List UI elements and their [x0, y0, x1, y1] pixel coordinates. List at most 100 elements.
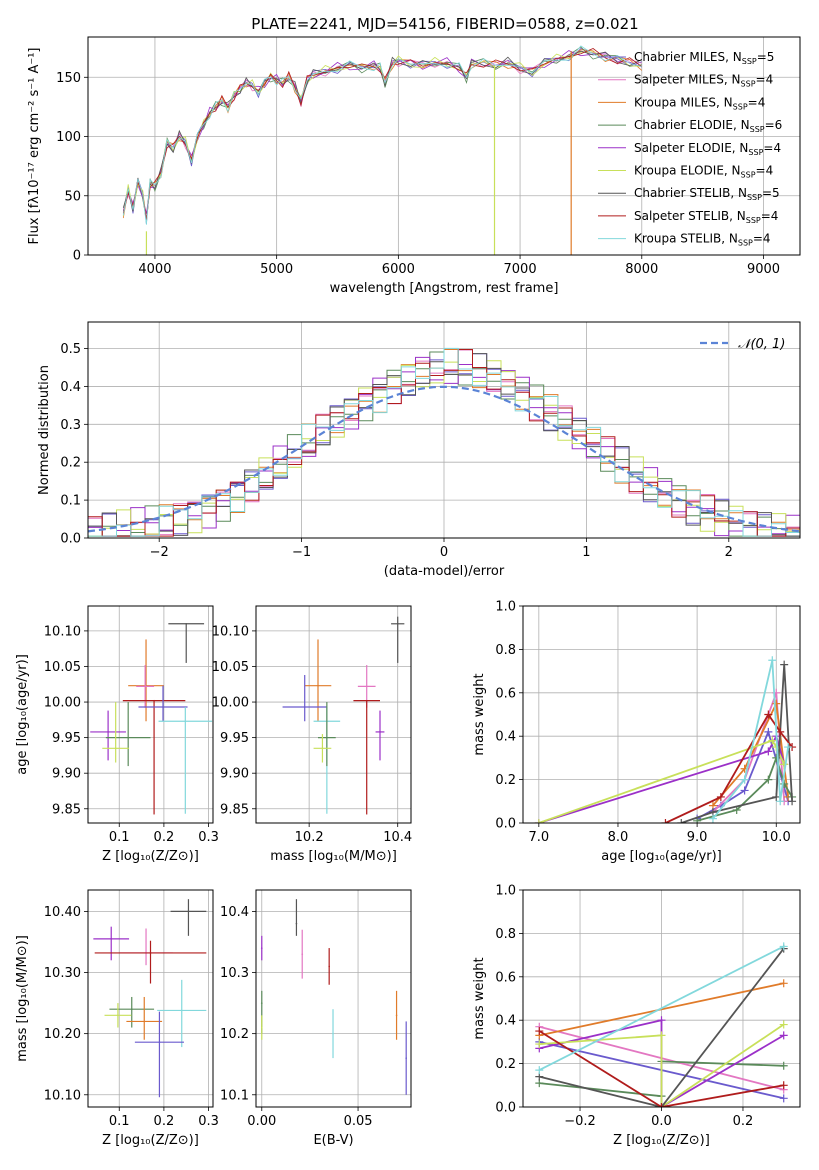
axes-frame: [255, 889, 412, 1108]
x-axis-label: Z [log₁₀(Z/Z⊙)]: [102, 1133, 199, 1148]
x-tick-label: 2: [725, 545, 733, 560]
data-point: [295, 922, 298, 925]
x-tick-label: −1: [292, 545, 311, 560]
series-line-kroupa-stelib: [538, 945, 785, 1071]
x-tick-label: 6000: [382, 262, 415, 277]
x-tick-label: 0.3: [198, 1114, 219, 1129]
y-tick-label: 10.30: [44, 966, 81, 981]
series-marker: [764, 747, 773, 756]
legend-entry: 𝒩(0, 1): [738, 337, 785, 352]
y-axis-label: mass weight: [472, 957, 487, 1039]
x-tick-label: 0.1: [109, 830, 130, 845]
x-axis-label: mass [log₁₀(M/M⊙)]: [270, 849, 397, 864]
series-marker: [677, 819, 686, 823]
data-point: [158, 1041, 161, 1044]
y-axis-label: age [log₁₀(age/yr)]: [15, 654, 30, 775]
x-axis-label: E(B-V): [313, 1133, 353, 1148]
series-marker: [776, 797, 785, 806]
series-marker: [779, 979, 788, 988]
y-axis-label: mass [log₁₀(M/M⊙)]: [15, 935, 30, 1062]
series-line-chabrier-stelib: [539, 948, 785, 1107]
x-tick-label: 9000: [747, 262, 780, 277]
data-point: [379, 731, 381, 733]
axes-frame: [255, 605, 412, 824]
x-tick-label: 9.0: [687, 830, 708, 845]
y-tick-label: 9.85: [52, 802, 81, 817]
y-tick-label: 0.8: [495, 927, 516, 942]
y-tick-label: 10.10: [212, 624, 249, 639]
axes-frame: [87, 36, 801, 256]
data-point: [187, 910, 190, 913]
series-marker: [779, 1094, 788, 1103]
axes-frame: [522, 889, 801, 1108]
y-tick-label: 100: [56, 130, 81, 145]
plot-area-age-vs-mass: [256, 606, 411, 823]
data-point: [127, 736, 129, 739]
x-tick-label: 10.0: [762, 830, 791, 845]
panel-residual-histogram: −2 −1 0 1 2 0.0 0.1 0.2 0.3 0.4 0.5 (data-model)/er…: [37, 321, 801, 579]
data-point: [328, 965, 330, 968]
legend-entry: Kroupa ELODIE, NSSP=4: [634, 164, 773, 180]
y-axis-label: Normed distribution: [37, 365, 52, 495]
x-tick-label: −0.2: [564, 1114, 596, 1129]
series-marker: [535, 1027, 544, 1036]
x-tick-label: 0.3: [198, 830, 219, 845]
series-marker: [780, 760, 789, 769]
series-marker: [657, 1016, 666, 1025]
data-point: [260, 1026, 263, 1029]
data-point: [260, 947, 263, 949]
x-tick-label: 1: [582, 545, 590, 560]
y-axis-label: mass weight: [472, 673, 487, 755]
y-tick-label: 10.00: [212, 696, 249, 711]
axes-frame: [87, 605, 214, 824]
data-point: [185, 622, 188, 625]
panel-mass-vs-EBV: 0.00 0.05 10.1 10.2 10.3 10.4 E(B-V): [220, 889, 412, 1148]
data-point: [326, 736, 328, 739]
figure-title: PLATE=2241, MJD=54156, FIBERID=0588, z=0…: [251, 15, 638, 33]
y-tick-label: 9.95: [220, 731, 249, 746]
series-marker: [784, 743, 793, 752]
series-marker: [788, 797, 797, 806]
x-tick-label: 8.0: [608, 830, 629, 845]
legend-entry: Salpeter ELODIE, NSSP=4: [634, 141, 781, 157]
series-marker: [764, 775, 773, 784]
x-tick-label: 10.2: [295, 830, 324, 845]
plot-area-mass-vs-Z: [88, 890, 213, 1107]
axes-frame: [87, 321, 801, 539]
series-marker: [740, 775, 749, 784]
series-marker: [535, 1040, 544, 1049]
series-marker: [779, 942, 788, 951]
y-tick-label: 0.0: [60, 532, 81, 547]
data-point: [395, 1014, 398, 1017]
x-tick-label: 10.4: [383, 830, 412, 845]
data-point: [149, 952, 152, 954]
y-tick-label: 0.5: [60, 342, 81, 357]
x-tick-label: 0.00: [247, 1114, 276, 1129]
spectrum-chabrier-stelib: [122, 50, 642, 220]
y-tick-label: 0.3: [60, 418, 81, 433]
y-tick-label: 10.05: [212, 660, 249, 675]
x-tick-label: 0.05: [344, 1114, 373, 1129]
spectrum-kroupa-stelib: [122, 45, 642, 225]
x-tick-label: 8000: [625, 262, 658, 277]
series-marker: [716, 792, 725, 801]
y-tick-label: 10.1: [220, 1088, 249, 1103]
legend: 𝒩(0, 1): [700, 337, 785, 352]
y-tick-label: 1.0: [495, 884, 516, 899]
data-point: [117, 1014, 119, 1017]
x-axis-label: Z [log₁₀(Z/Z⊙)]: [102, 849, 199, 864]
data-point: [110, 938, 113, 940]
y-axis-label: Flux [fλ10⁻¹⁷ erg cm⁻² s⁻¹ A⁻¹]: [27, 48, 42, 245]
data-point: [114, 747, 117, 750]
series-marker: [534, 819, 543, 823]
x-tick-label: 7.0: [528, 830, 549, 845]
plot-area-spectrum: [88, 37, 800, 255]
x-tick-label: 0.1: [109, 1114, 130, 1129]
y-tick-label: 9.90: [220, 767, 249, 782]
plot-area-mass-weight-vs-age: [523, 606, 800, 823]
series-marker: [776, 727, 785, 736]
x-tick-label: 0: [440, 545, 448, 560]
data-point: [107, 731, 109, 733]
data-point: [184, 720, 187, 723]
y-tick-label: 0.2: [495, 1057, 516, 1072]
